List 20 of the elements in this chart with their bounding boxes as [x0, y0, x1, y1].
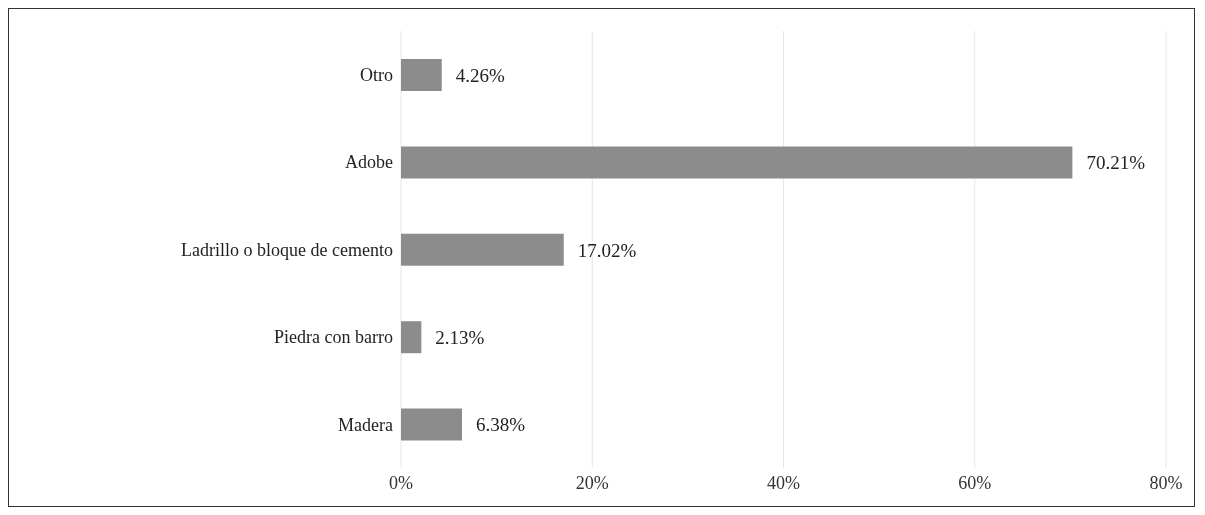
data-label: 70.21%	[1086, 152, 1146, 174]
y-tick-label: Adobe	[345, 152, 393, 173]
bar	[401, 321, 422, 354]
y-tick-label: Ladrillo o bloque de cemento	[181, 239, 393, 260]
data-label: 2.13%	[435, 326, 485, 348]
data-label: 6.38%	[476, 414, 526, 436]
y-tick-label: Otro	[360, 65, 393, 86]
x-tick-label: 80%	[1149, 472, 1183, 493]
y-tick-label: Madera	[338, 414, 394, 435]
bar	[401, 146, 1073, 179]
bar	[401, 408, 463, 441]
data-label: 17.02%	[577, 239, 637, 261]
x-tick-label: 60%	[958, 472, 992, 493]
x-tick-label: 20%	[575, 472, 609, 493]
bar	[401, 233, 564, 266]
data-label: 4.26%	[455, 64, 505, 86]
x-tick-label: 0%	[389, 472, 413, 493]
bar	[401, 59, 442, 91]
y-tick-label: Piedra con barro	[274, 327, 393, 348]
x-tick-label: 40%	[767, 472, 800, 493]
